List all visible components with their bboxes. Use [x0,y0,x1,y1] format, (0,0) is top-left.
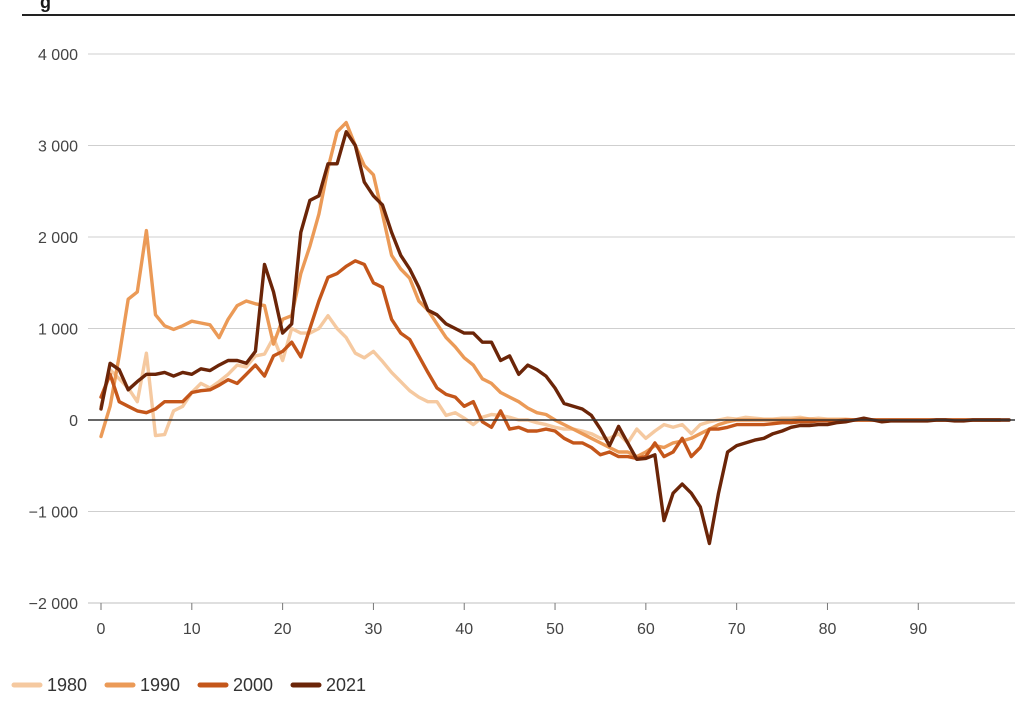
x-tick-label: 40 [455,621,473,638]
x-tick-label: 20 [274,621,292,638]
legend-label-2000: 2000 [233,675,273,695]
x-axis: 0 10 20 30 40 50 60 70 80 90 [88,602,1015,638]
y-tick-label: 2 000 [38,230,78,247]
x-tick-label: 70 [728,621,746,638]
y-tick-label: 1 000 [38,322,78,339]
x-tick-label: 90 [909,621,927,638]
legend-label-1990: 1990 [140,675,180,695]
x-tick-label: 60 [637,621,655,638]
legend-label-1980: 1980 [47,675,87,695]
x-tick-label: 50 [546,621,564,638]
legend-label-2021: 2021 [326,675,366,695]
x-tick-label: 10 [183,621,201,638]
y-tick-label: −2 000 [29,596,78,613]
y-tick-label: 4 000 [38,47,78,64]
x-tick-label: 80 [819,621,837,638]
legend: 1980 1990 2000 2021 [11,675,366,695]
y-tick-label: 3 000 [38,139,78,156]
x-tick-label: 0 [97,621,106,638]
partial-title: g [40,0,51,12]
y-tick-label: 0 [69,413,78,430]
x-tick-label: 30 [365,621,383,638]
y-axis-labels: 4 000 3 000 2 000 1 000 0 −1 000 −2 000 [29,47,78,613]
y-tick-label: −1 000 [29,505,78,522]
